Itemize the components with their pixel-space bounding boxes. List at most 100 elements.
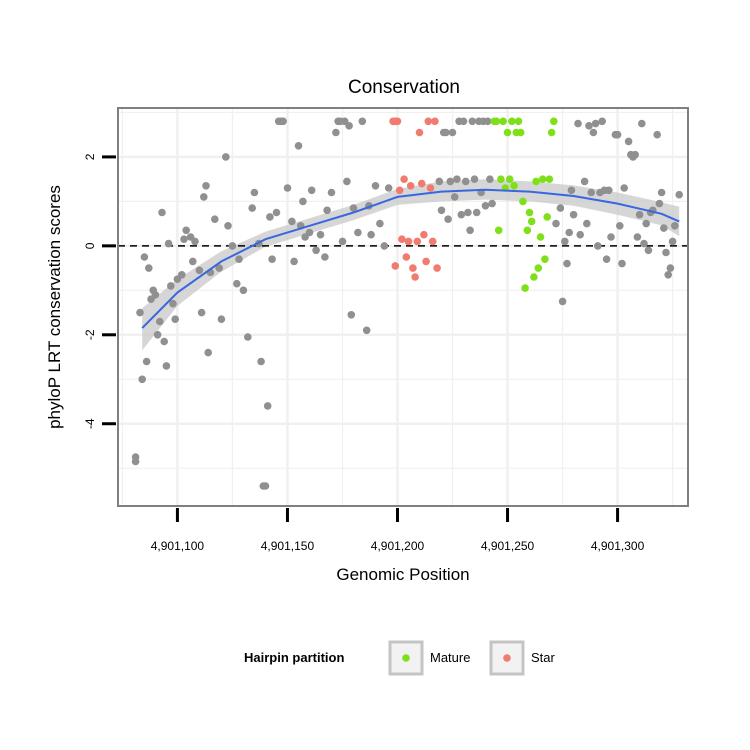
x-tick-label: 4,901,250 bbox=[481, 539, 535, 553]
data-point bbox=[565, 228, 573, 237]
data-point bbox=[613, 130, 622, 139]
data-point bbox=[358, 117, 367, 126]
data-point bbox=[580, 177, 589, 186]
data-point-star bbox=[391, 262, 400, 270]
data-point bbox=[620, 184, 628, 192]
x-tick-label: 4,901,100 bbox=[151, 539, 205, 553]
data-point bbox=[380, 242, 389, 250]
data-point bbox=[263, 402, 272, 410]
data-point bbox=[605, 186, 613, 195]
data-point-star bbox=[393, 117, 402, 126]
y-tick-label: -4 bbox=[83, 418, 97, 429]
data-point bbox=[250, 188, 259, 197]
data-point-star bbox=[433, 264, 441, 272]
data-point bbox=[598, 117, 606, 126]
data-point bbox=[653, 130, 661, 139]
data-point bbox=[459, 117, 468, 126]
data-point bbox=[316, 230, 325, 239]
data-point bbox=[446, 177, 455, 186]
data-point bbox=[675, 190, 683, 199]
data-point bbox=[638, 119, 646, 128]
data-point bbox=[486, 175, 494, 183]
data-point bbox=[444, 215, 452, 223]
legend-label-mature: Mature bbox=[430, 650, 470, 665]
data-point-star bbox=[409, 264, 417, 272]
data-point-mature bbox=[514, 117, 523, 126]
data-point bbox=[312, 246, 320, 255]
chart-title: Conservation bbox=[348, 77, 460, 98]
data-point-mature bbox=[499, 117, 507, 126]
x-axis-title: Genomic Position bbox=[336, 565, 469, 584]
data-point-mature bbox=[503, 128, 512, 137]
data-point-mature bbox=[547, 128, 556, 137]
data-point bbox=[437, 206, 446, 215]
data-point bbox=[448, 128, 457, 137]
data-point bbox=[248, 204, 256, 212]
data-point bbox=[160, 337, 168, 346]
data-point bbox=[481, 202, 490, 210]
data-point bbox=[321, 253, 329, 261]
data-point bbox=[151, 291, 160, 299]
legend-label-star: Star bbox=[531, 650, 556, 665]
data-point-mature bbox=[536, 233, 545, 241]
data-point-star bbox=[404, 237, 413, 246]
data-point-mature bbox=[508, 117, 516, 126]
data-point-mature bbox=[538, 175, 547, 183]
x-tick-label: 4,901,300 bbox=[591, 539, 645, 553]
data-points bbox=[131, 117, 683, 490]
data-point bbox=[244, 333, 252, 341]
legend-title: Hairpin partition bbox=[244, 650, 344, 665]
data-point bbox=[635, 210, 644, 219]
data-point bbox=[461, 177, 470, 186]
data-point bbox=[354, 228, 362, 237]
data-point bbox=[552, 219, 560, 228]
data-point bbox=[657, 188, 666, 197]
y-axis-title: phyloP LRT conservation scores bbox=[45, 185, 64, 429]
data-point bbox=[671, 222, 679, 230]
data-point-mature bbox=[525, 208, 534, 217]
data-point bbox=[191, 237, 199, 246]
data-point bbox=[640, 239, 648, 248]
data-point bbox=[200, 193, 208, 201]
data-point bbox=[561, 237, 569, 246]
data-point bbox=[569, 210, 578, 219]
data-point-star bbox=[422, 257, 430, 266]
data-point bbox=[666, 264, 675, 272]
data-point bbox=[633, 233, 642, 241]
data-point bbox=[470, 175, 479, 183]
data-point bbox=[442, 128, 450, 137]
data-point-mature bbox=[527, 217, 536, 226]
data-point-star bbox=[431, 117, 439, 126]
data-point bbox=[268, 255, 276, 263]
data-point bbox=[558, 297, 567, 306]
data-point-star bbox=[417, 179, 426, 188]
data-point bbox=[290, 257, 298, 266]
data-point bbox=[668, 237, 677, 246]
data-point bbox=[222, 153, 230, 161]
legend-key-star bbox=[489, 640, 525, 676]
data-point bbox=[660, 224, 668, 232]
x-axis-ticks: 4,901,100 4,901,150 4,901,200 4,901,250 4,90… bbox=[151, 508, 645, 553]
data-point-mature bbox=[519, 197, 527, 206]
data-point bbox=[158, 208, 166, 217]
data-point bbox=[464, 208, 472, 217]
data-point bbox=[574, 119, 582, 128]
data-point bbox=[631, 150, 639, 159]
y-tick-label: 0 bbox=[83, 242, 97, 249]
data-point bbox=[472, 208, 481, 217]
data-point-mature bbox=[550, 117, 558, 126]
data-point bbox=[279, 117, 287, 126]
data-point bbox=[294, 142, 303, 150]
x-tick-label: 4,901,150 bbox=[261, 539, 315, 553]
data-point bbox=[567, 186, 576, 195]
data-point bbox=[327, 188, 336, 197]
data-point bbox=[138, 375, 146, 384]
data-point-mature bbox=[543, 213, 551, 221]
data-point bbox=[299, 197, 307, 206]
data-point bbox=[483, 117, 492, 126]
data-point bbox=[140, 253, 149, 261]
data-point bbox=[272, 208, 281, 217]
data-point bbox=[367, 230, 375, 239]
plot-border bbox=[117, 107, 689, 507]
